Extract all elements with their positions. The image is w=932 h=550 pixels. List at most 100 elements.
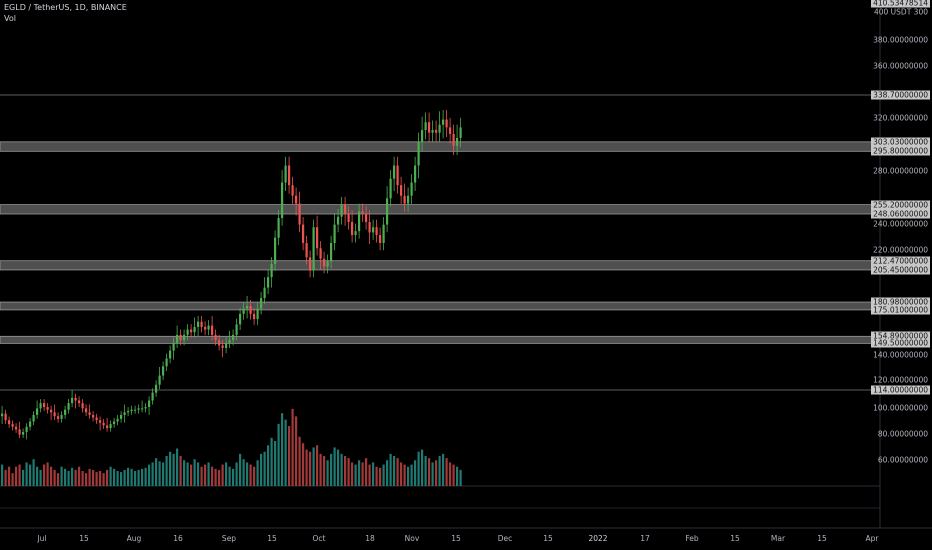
volume-bar	[11, 473, 14, 486]
level-price-label: 114.00000000	[871, 385, 930, 395]
candle-body	[130, 409, 133, 412]
volume-bar	[1, 464, 4, 486]
volume-bar	[326, 460, 329, 486]
candle-body	[249, 305, 252, 314]
candle-body	[298, 203, 301, 225]
volume-bar	[78, 466, 81, 486]
volume-bar	[312, 447, 315, 486]
candle-body	[347, 214, 350, 222]
volume-bar	[354, 464, 357, 486]
time-tick-label: Apr	[865, 534, 879, 543]
volume-bar	[333, 447, 336, 486]
volume-bar	[8, 466, 11, 486]
candle-body	[365, 214, 368, 222]
volume-bar	[407, 466, 410, 486]
candle-body	[288, 165, 291, 186]
volume-bar	[281, 413, 284, 486]
volume-bar	[64, 468, 67, 486]
volume-bar	[113, 468, 116, 486]
candle-body	[95, 417, 98, 421]
volume-bar	[232, 468, 235, 486]
candle-body	[403, 195, 406, 204]
volume-bar	[242, 459, 245, 486]
candle-body	[389, 178, 392, 199]
time-tick-label: 15	[79, 534, 89, 543]
last-price-label: 410.53478514	[871, 0, 930, 8]
volume-bar	[74, 469, 77, 486]
candle-body	[445, 119, 448, 128]
volume-bar	[25, 462, 28, 486]
candle-body	[260, 298, 263, 309]
candle-body	[253, 313, 256, 320]
candle-body	[155, 384, 158, 393]
candle-body	[29, 421, 32, 427]
volume-bar	[253, 466, 256, 486]
candle-body	[344, 204, 347, 215]
volume-bar	[225, 462, 228, 486]
volume-bar	[127, 467, 130, 486]
candle-body	[375, 227, 378, 236]
volume-bar	[151, 462, 154, 486]
candle-body	[424, 122, 427, 131]
volume-bar	[186, 462, 189, 486]
volume-bar	[284, 419, 287, 486]
candle-body	[452, 133, 455, 146]
volume-bar	[379, 467, 382, 486]
level-price-label: 149.50000000	[871, 338, 930, 348]
volume-bar	[18, 464, 21, 486]
volume-bar	[190, 464, 193, 486]
candle-body	[218, 340, 221, 346]
time-tick-label: 2022	[588, 534, 608, 543]
candle-body	[232, 334, 235, 341]
candle-body	[197, 321, 200, 327]
sr-zone-3	[0, 301, 881, 311]
volume-bar	[291, 408, 294, 486]
volume-bar	[256, 460, 259, 486]
candle-body	[8, 420, 11, 425]
volume-bar	[260, 453, 263, 486]
volume-bar	[207, 462, 210, 486]
time-tick-label: Aug	[126, 534, 142, 543]
candle-body	[400, 185, 403, 196]
candle-body	[39, 403, 42, 409]
candle-body	[396, 165, 399, 186]
time-tick-label: Dec	[497, 534, 513, 543]
level-price-label: 175.01000000	[871, 305, 930, 315]
time-tick-label: 15	[543, 534, 553, 543]
time-tick-label: 15	[817, 534, 827, 543]
volume-bar	[249, 464, 252, 486]
candle-body	[449, 127, 452, 134]
price-tick-label: 380.00000000	[873, 35, 928, 45]
price-tick-label: 240.00000000	[873, 219, 928, 229]
candle-body	[221, 345, 224, 348]
candle-body	[442, 119, 445, 125]
time-tick-label: 15	[451, 534, 461, 543]
volume-bar	[46, 462, 49, 486]
price-tick-label: 80.00000000	[877, 429, 928, 439]
price-tick-label: 320.00000000	[873, 113, 928, 123]
candle-body	[312, 227, 315, 271]
candle-body	[186, 329, 189, 335]
volume-bar	[347, 458, 350, 486]
candle-body	[386, 198, 389, 225]
volume-bar	[214, 468, 217, 486]
candle-body	[120, 414, 123, 419]
volume-bar	[270, 437, 273, 486]
volume-bar	[459, 469, 462, 486]
candle-body	[214, 334, 217, 341]
volume-bar	[435, 460, 438, 486]
volume-bar	[43, 464, 46, 486]
volume-bar	[200, 466, 203, 486]
volume-bar	[172, 453, 175, 486]
candle-body	[207, 325, 210, 330]
volume-bar	[39, 469, 42, 486]
volume-bar	[375, 466, 378, 486]
time-tick-label: Mar	[770, 534, 786, 543]
volume-bar	[106, 469, 109, 486]
candle-body	[235, 324, 238, 335]
candle-body	[102, 422, 105, 426]
level-price-label: 338.70000000	[871, 90, 930, 100]
candle-body	[200, 321, 203, 327]
candle-body	[361, 211, 364, 215]
